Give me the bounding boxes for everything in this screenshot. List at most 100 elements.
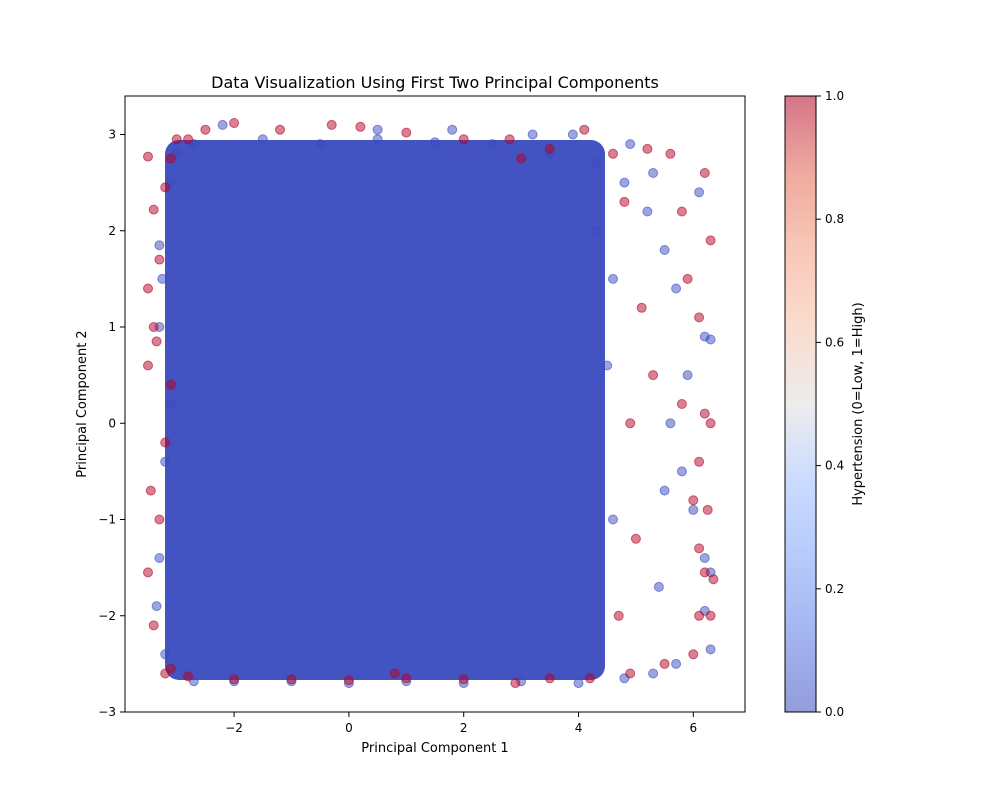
scatter-point	[688, 649, 699, 660]
colorbar: 0.0 0.2 0.4 0.6 0.8 1.0 Hypertension (0=Low, …	[784, 89, 866, 719]
colorbar-tick-label: 0.0	[825, 705, 844, 719]
y-tick-label: −3	[98, 705, 116, 719]
scatter-point	[487, 139, 498, 150]
scatter-point	[160, 668, 171, 679]
scatter-point	[567, 129, 578, 140]
scatter-point	[544, 673, 555, 684]
scatter-point	[326, 119, 337, 130]
scatter-point	[653, 581, 664, 592]
scatter-point	[510, 678, 521, 689]
scatter-point	[648, 370, 659, 381]
colorbar-tick-label: 0.2	[825, 582, 844, 596]
scatter-point	[694, 312, 705, 323]
y-axis-label: Principal Component 2	[75, 330, 90, 477]
scatter-point	[659, 245, 670, 255]
scatter-point	[401, 673, 412, 684]
scatter-point	[699, 553, 710, 563]
scatter-point	[619, 196, 630, 207]
scatter-point	[160, 456, 171, 467]
scatter-point	[630, 533, 641, 544]
scatter-point	[286, 674, 297, 685]
scatter-point	[682, 273, 693, 284]
scatter-point	[636, 302, 647, 313]
scatter-point	[430, 137, 440, 148]
scatter-point	[608, 148, 618, 159]
y-tick-label: −1	[98, 513, 116, 527]
scatter-point	[145, 485, 156, 496]
scatter-point	[676, 466, 687, 477]
y-tick-label: 2	[108, 224, 116, 238]
scatter-point	[705, 644, 716, 655]
scatter-point	[642, 143, 653, 154]
scatter-point	[343, 675, 354, 686]
colorbar-gradient	[785, 96, 816, 712]
scatter-point	[544, 143, 555, 154]
scatter-point	[699, 168, 710, 178]
scatter-point	[682, 370, 693, 381]
dense-point-cloud	[165, 140, 605, 680]
scatter-point	[671, 283, 682, 294]
scatter-point	[160, 649, 171, 660]
scatter-point	[148, 620, 159, 631]
x-tick-label: 4	[575, 721, 583, 735]
y-axis-ticks: −3 −2 −1 0 1 2 3	[98, 128, 125, 719]
scatter-point	[154, 254, 165, 265]
scatter-point	[602, 360, 613, 371]
y-tick-label: 1	[108, 320, 116, 334]
scatter-point	[165, 153, 176, 164]
colorbar-tick-label: 0.4	[825, 459, 844, 473]
scatter-point	[148, 204, 159, 215]
plot-frame	[124, 95, 746, 713]
scatter-point	[642, 206, 653, 217]
scatter-point	[694, 610, 705, 621]
scatter-point	[676, 206, 687, 217]
scatter-point	[608, 514, 618, 525]
scatter-point	[590, 158, 601, 169]
scatter-point	[229, 118, 240, 128]
scatter-point	[659, 658, 670, 669]
scatter-point	[708, 574, 719, 585]
scatter-point	[688, 495, 699, 506]
scatter-point	[143, 283, 153, 294]
scatter-point	[183, 671, 194, 682]
colorbar-frame	[784, 95, 817, 713]
colorbar-tick-label: 1.0	[825, 89, 844, 103]
scatter-point	[613, 610, 624, 621]
chart-title: Data Visualization Using First Two Princ…	[211, 73, 659, 92]
scatter-point	[389, 668, 400, 679]
scatter-point	[355, 121, 366, 132]
scatter-point	[705, 334, 716, 345]
scatter-point	[648, 168, 659, 178]
scatter-point	[699, 567, 710, 578]
y-tick-label: 0	[108, 416, 116, 430]
scatter-point	[372, 134, 383, 145]
scatter-point	[648, 668, 659, 679]
scatter-plot-area	[143, 118, 719, 689]
colorbar-tick-label: 0.8	[825, 212, 844, 226]
x-axis-ticks: −2 0 2 4 6	[225, 712, 697, 735]
scatter-point	[154, 553, 165, 563]
scatter-point	[702, 504, 713, 515]
scatter-point	[688, 504, 699, 515]
scatter-point	[671, 658, 682, 669]
colorbar-label: Hypertension (0=Low, 1=High)	[851, 302, 866, 505]
scatter-point	[200, 124, 211, 135]
scatter-point	[401, 127, 412, 138]
scatter-point	[590, 225, 601, 236]
scatter-point	[148, 322, 159, 332]
scatter-point	[143, 567, 153, 578]
scatter-point	[257, 134, 268, 145]
scatter-point	[608, 273, 618, 284]
scatter-point	[694, 543, 705, 554]
scatter-point	[659, 485, 670, 496]
scatter-point	[585, 673, 595, 684]
x-tick-label: 2	[460, 721, 468, 735]
scatter-point	[579, 124, 590, 135]
scatter-point	[694, 187, 705, 198]
scatter-point	[160, 437, 171, 448]
x-axis-label: Principal Component 1	[361, 741, 508, 756]
scatter-point	[619, 177, 630, 188]
scatter-point	[217, 119, 228, 130]
scatter-point	[229, 674, 240, 685]
